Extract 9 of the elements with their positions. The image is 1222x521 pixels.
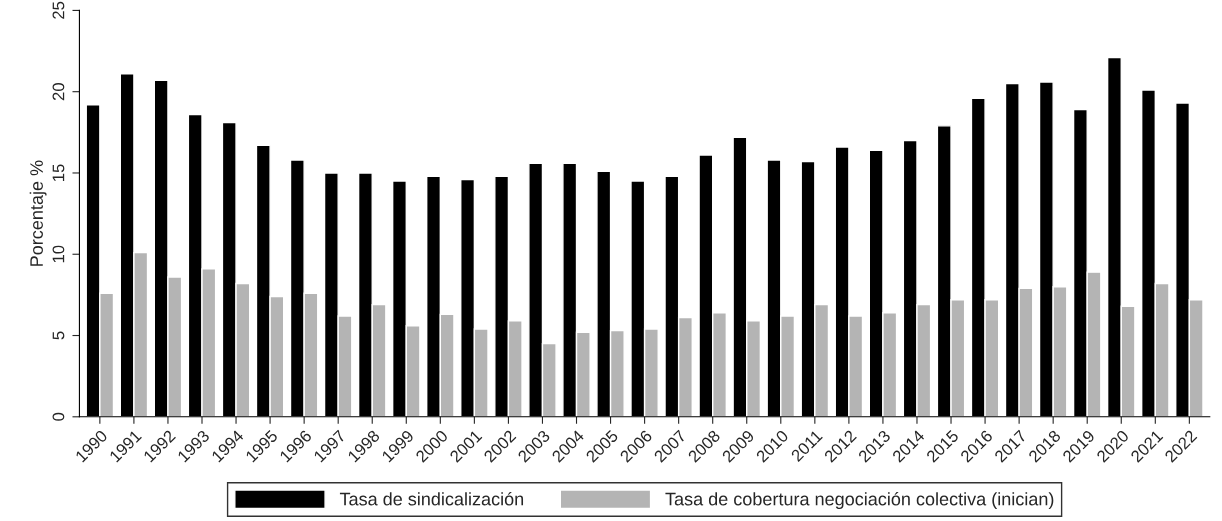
legend-label: Tasa de sindicalización xyxy=(339,491,524,506)
y-tick-label: 0 xyxy=(52,412,65,421)
y-tick-label: 25 xyxy=(52,1,65,19)
y-axis-title: Porcentaje % xyxy=(29,160,47,266)
y-tick-label: 15 xyxy=(52,164,65,181)
y-tick-label: 10 xyxy=(52,245,65,263)
legend-label: Tasa de cobertura negociación colectiva (inician) xyxy=(665,491,1054,510)
y-tick-label: 5 xyxy=(52,331,65,340)
y-tick-label: 20 xyxy=(52,83,65,101)
